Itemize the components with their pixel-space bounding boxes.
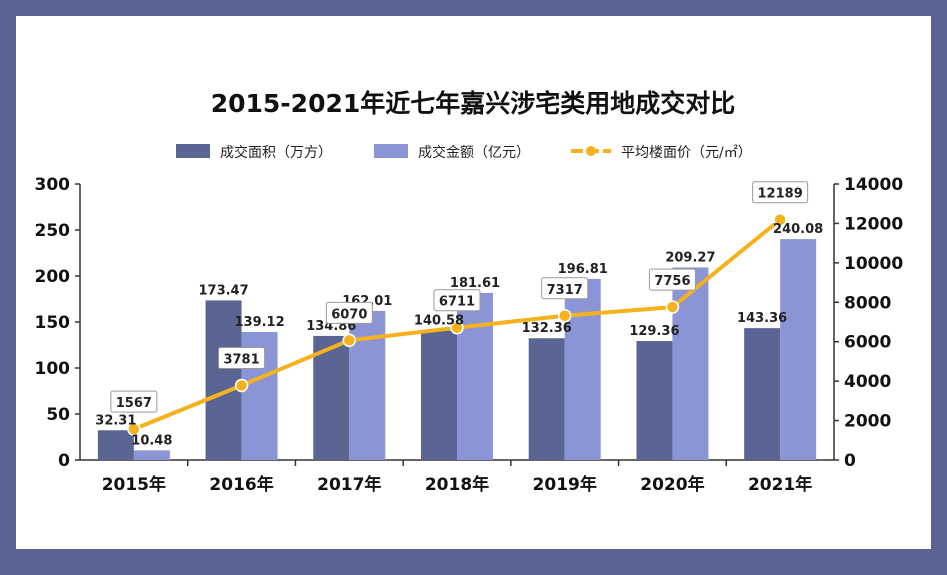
- x-tick-label: 2015年: [102, 474, 166, 495]
- bar: [528, 338, 565, 460]
- chart-svg: 2015-2021年近七年嘉兴涉宅类用地成交对比 成交面积（万方） 成交金额（亿元…: [35, 89, 904, 495]
- bar-value-label: 132.36: [522, 321, 572, 336]
- right-tick-label: 12000: [844, 214, 903, 234]
- line-value-label: 6070: [331, 307, 367, 322]
- axes: 0 50 100 150 200 250 300 0 2000 4000 6000 8000 10000…: [35, 175, 904, 495]
- bar-value-label: 140.58: [414, 314, 464, 329]
- x-tick-label: 2017年: [317, 474, 381, 495]
- legend-label: 成交面积（万方）: [220, 144, 332, 161]
- line-point: [450, 320, 464, 335]
- bar: [564, 278, 601, 460]
- line-value-box: [433, 289, 481, 312]
- chart-title: 2015-2021年近七年嘉兴涉宅类用地成交对比: [211, 89, 736, 118]
- line-value-label: 1567: [116, 396, 152, 411]
- left-tick-label: 200: [35, 267, 71, 287]
- x-tick-label: 2019年: [533, 474, 597, 495]
- legend-label: 成交金额（亿元）: [418, 144, 530, 161]
- bar-value-label: 173.47: [198, 283, 248, 298]
- bar: [780, 239, 817, 460]
- right-tick-label: 2000: [844, 412, 891, 432]
- bar: [672, 267, 709, 460]
- bar-value-label: 181.61: [450, 276, 500, 291]
- bar: [744, 328, 781, 460]
- line-value-label: 6711: [439, 295, 475, 310]
- line-point: [665, 300, 680, 314]
- line-value-box: [752, 181, 809, 204]
- right-tick-label: 4000: [844, 372, 891, 392]
- line-point: [557, 309, 572, 323]
- left-tick-label: 100: [35, 359, 71, 379]
- bar-value-label: 10.48: [131, 433, 172, 448]
- line-point: [127, 422, 141, 436]
- right-tick-label: 0: [844, 451, 856, 471]
- legend-marker: [586, 146, 596, 156]
- right-tick-label: 6000: [844, 333, 891, 353]
- line-point: [234, 378, 249, 393]
- bar-value-label: 129.36: [629, 324, 679, 339]
- line-series: [127, 212, 787, 436]
- bar-value-label: 139.12: [234, 315, 284, 330]
- left-tick-label: 150: [35, 313, 71, 333]
- line-point: [342, 333, 357, 348]
- line-point: [773, 212, 787, 227]
- x-tick-label: 2020年: [640, 474, 704, 495]
- line-value-box: [541, 277, 589, 300]
- line-value-box: [218, 346, 266, 369]
- legend-swatch: [374, 144, 408, 158]
- line-value-label: 12189: [758, 187, 803, 202]
- left-tick-label: 250: [35, 221, 71, 241]
- bar-value-label: 209.27: [665, 250, 715, 265]
- bar-value-label: 143.36: [737, 311, 787, 326]
- legend-swatch: [176, 144, 210, 158]
- legend-label: 平均楼面价（元/㎡）: [621, 145, 752, 161]
- line-value-box: [110, 390, 158, 413]
- chart-frame: 2015-2021年近七年嘉兴涉宅类用地成交对比 成交面积（万方） 成交金额（亿元…: [16, 16, 931, 549]
- bar: [313, 335, 350, 460]
- bar-value-label: 240.08: [773, 222, 823, 237]
- legend: 成交面积（万方） 成交金额（亿元） 平均楼面价（元/㎡）: [176, 144, 752, 161]
- bar: [636, 340, 673, 460]
- bar-value-label: 32.31: [95, 413, 136, 428]
- right-tick-label: 10000: [844, 254, 903, 274]
- line-value-box: [325, 301, 373, 324]
- bar: [205, 300, 242, 460]
- x-tick-label: 2021年: [748, 474, 812, 495]
- right-tick-label: 8000: [844, 293, 891, 313]
- line-value-label: 7317: [547, 283, 583, 298]
- bars: [97, 239, 817, 460]
- x-tick-label: 2018年: [425, 474, 489, 495]
- bar: [97, 430, 134, 460]
- bar: [421, 330, 457, 460]
- line-value-label: 7756: [654, 274, 690, 289]
- left-tick-label: 50: [46, 405, 70, 425]
- line-value-box: [648, 268, 696, 291]
- left-tick-label: 300: [35, 175, 71, 195]
- bar: [133, 450, 170, 460]
- bar-value-label: 196.81: [558, 262, 608, 277]
- bar: [457, 292, 493, 460]
- x-tick-label: 2016年: [209, 474, 273, 495]
- right-tick-label: 14000: [844, 175, 903, 195]
- left-tick-label: 0: [58, 451, 70, 471]
- line-value-label: 3781: [223, 352, 259, 367]
